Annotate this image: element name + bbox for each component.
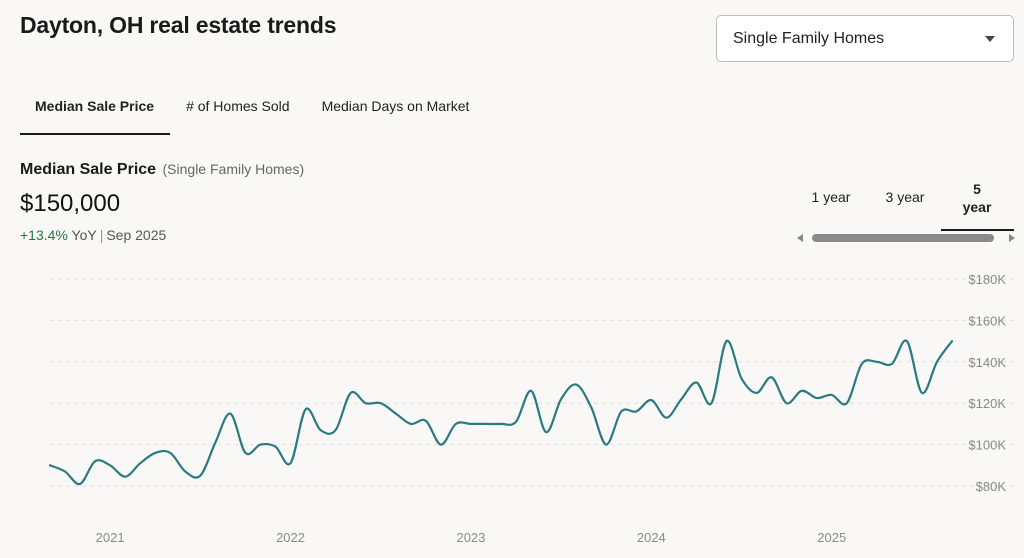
chart-gridlines xyxy=(50,278,1014,487)
active-range-underline xyxy=(941,229,1014,231)
y-tick-label: $140K xyxy=(968,355,1006,370)
change-separator: | xyxy=(99,227,104,243)
y-tick-label: $160K xyxy=(968,313,1006,328)
y-tick-label: $100K xyxy=(968,438,1006,453)
chevron-down-icon xyxy=(985,35,995,42)
range-tab-3-year[interactable]: 3 year xyxy=(885,189,925,205)
y-tick-label: $80K xyxy=(976,479,1007,494)
x-tick-label: 2023 xyxy=(456,530,485,545)
time-range-tabs: 1 year 3 year 5 year xyxy=(796,176,1014,230)
y-tick-label: $180K xyxy=(968,272,1006,287)
tab-median-sale-price[interactable]: Median Sale Price xyxy=(20,86,171,135)
property-type-dropdown[interactable]: Single Family Homes xyxy=(716,15,1014,62)
tab-median-days-on-market[interactable]: Median Days on Market xyxy=(321,98,470,114)
y-axis-ticks: $80K $100K $120K $140K $160K $180K xyxy=(968,272,1006,494)
x-tick-label: 2021 xyxy=(96,530,125,545)
x-axis-ticks: 2021 2022 2023 2024 2025 xyxy=(96,530,847,545)
change-label: YoY xyxy=(71,227,97,243)
range-scrollbar[interactable] xyxy=(797,232,1015,244)
range-tab-5-year[interactable]: 5 year xyxy=(962,181,992,215)
page-title: Dayton, OH real estate trends xyxy=(20,12,337,38)
scroll-right-icon[interactable] xyxy=(1009,234,1015,242)
metric-name: Median Sale Price xyxy=(20,161,157,178)
metric-tabs: Median Sale Price # of Homes Sold Median… xyxy=(20,86,485,135)
property-type-selected: Single Family Homes xyxy=(733,29,885,47)
x-tick-label: 2022 xyxy=(276,530,305,545)
x-tick-label: 2024 xyxy=(637,530,666,545)
range-tab-1-year[interactable]: 1 year xyxy=(811,189,851,205)
x-tick-label: 2025 xyxy=(817,530,846,545)
change-period: Sep 2025 xyxy=(106,227,167,243)
y-tick-label: $120K xyxy=(968,396,1006,411)
metric-heading: Median Sale Price (Single Family Homes) xyxy=(20,161,304,179)
tab-homes-sold[interactable]: # of Homes Sold xyxy=(186,98,290,114)
metric-value: $150,000 xyxy=(20,190,121,217)
price-series-line xyxy=(48,339,954,486)
metric-change: +13.4% YoY | Sep 2025 xyxy=(20,227,166,243)
scroll-left-icon[interactable] xyxy=(797,234,803,242)
scrollbar-thumb[interactable] xyxy=(812,234,994,242)
metric-subtitle: (Single Family Homes) xyxy=(162,161,305,177)
change-percent: +13.4% xyxy=(20,227,68,243)
